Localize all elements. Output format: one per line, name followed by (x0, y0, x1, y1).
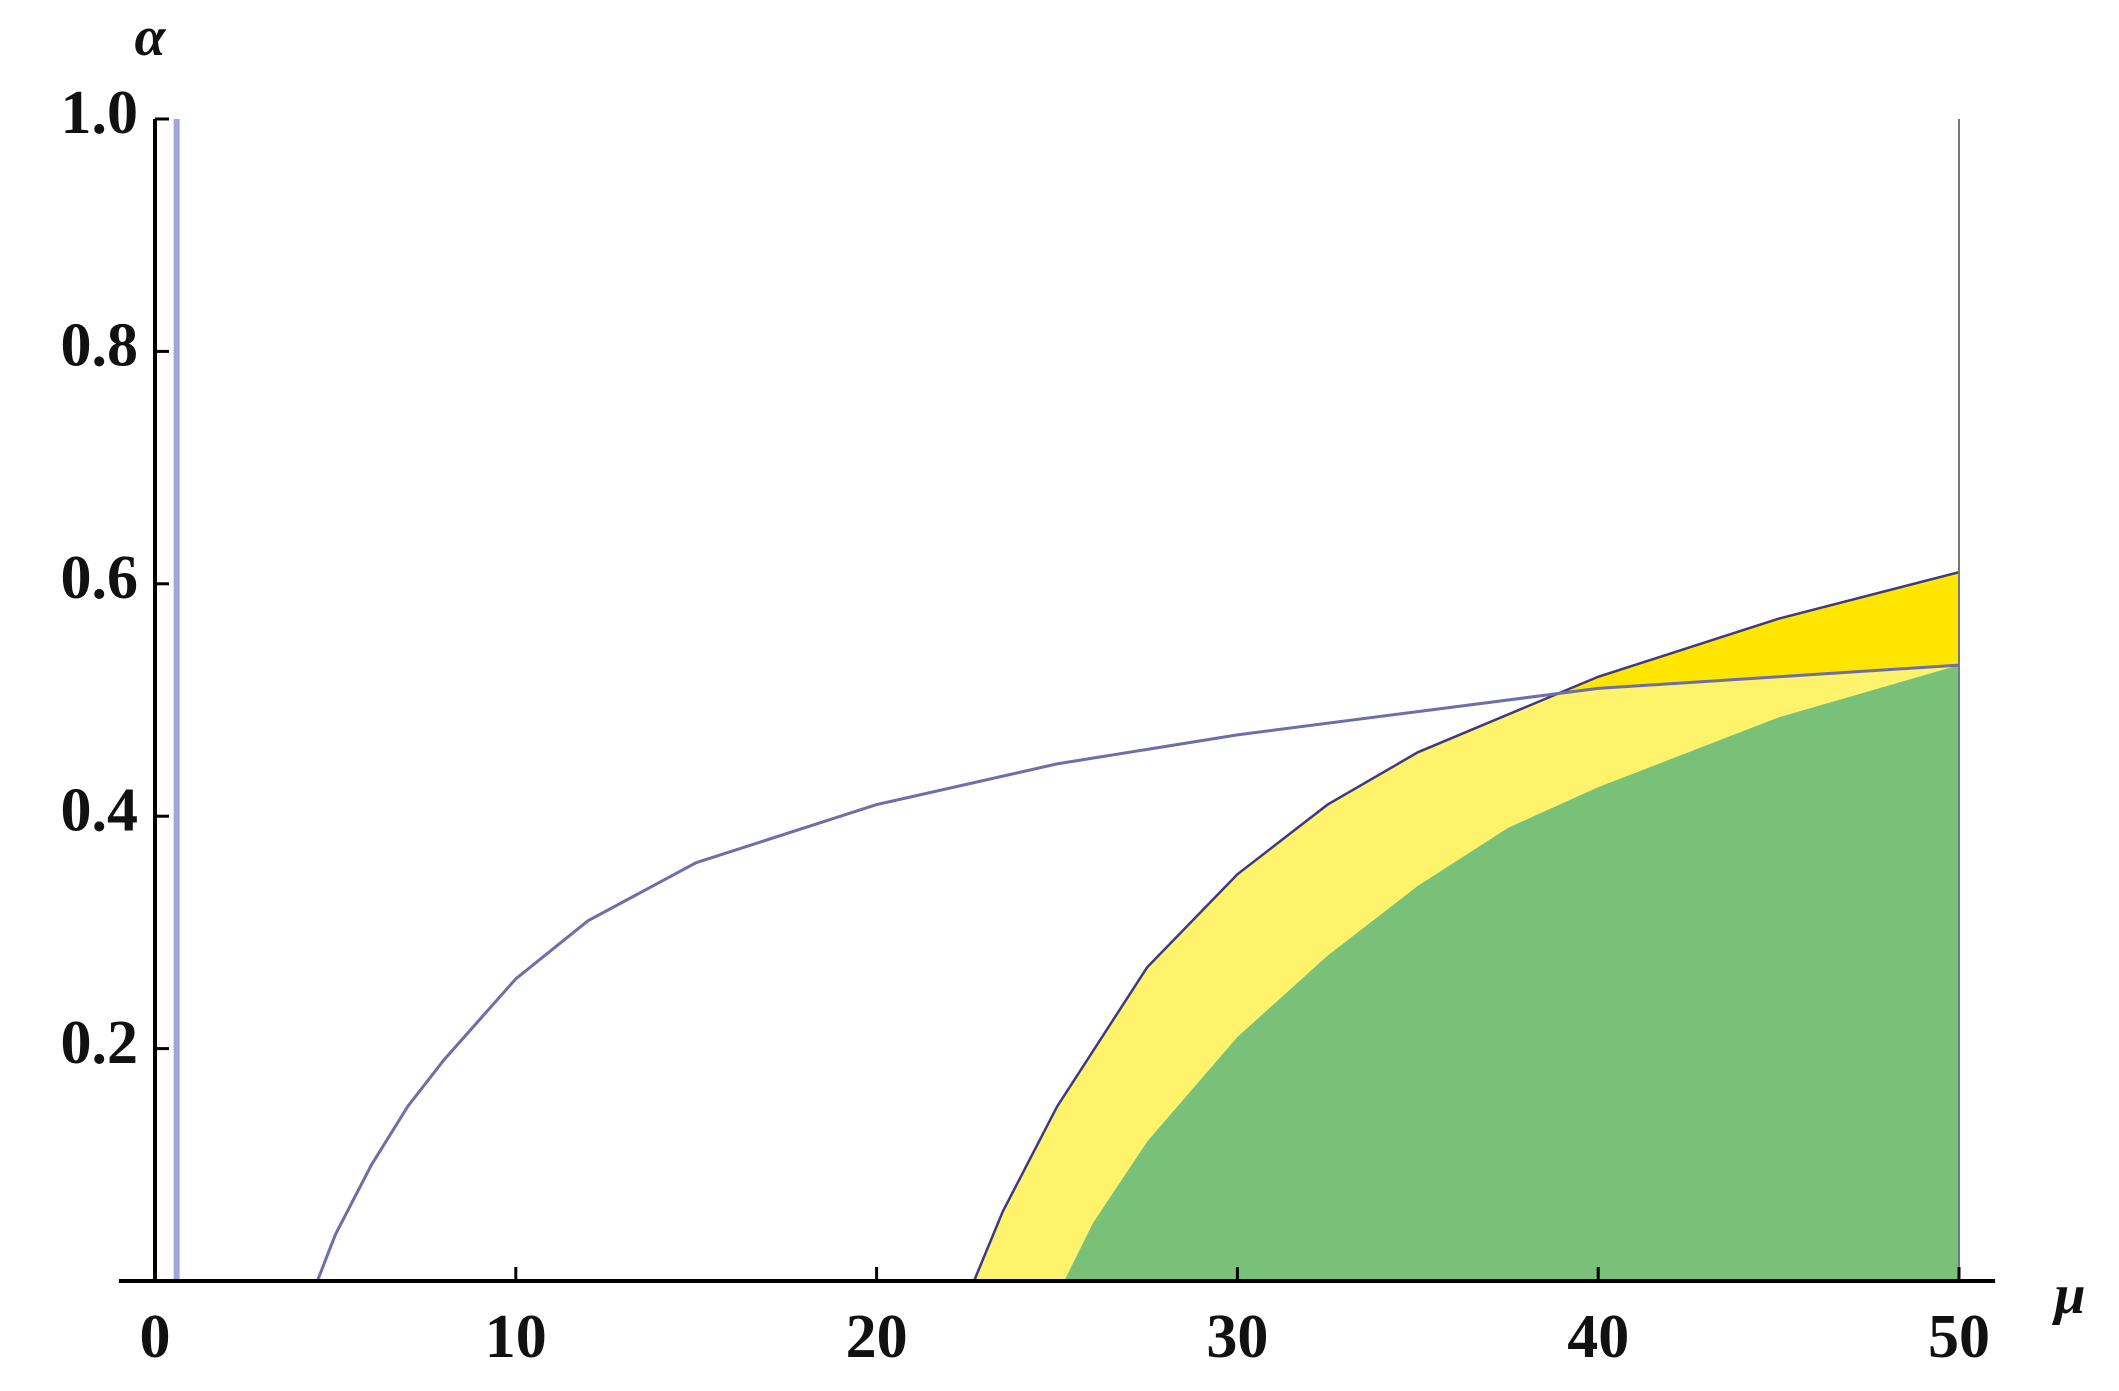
y-tick-label: 1.0 (61, 79, 139, 147)
x-tick-label: 40 (1567, 1303, 1629, 1371)
y-axis-label: α (135, 6, 167, 68)
green-region (1064, 665, 1959, 1281)
x-tick-label: 30 (1206, 1303, 1268, 1371)
x-axis-label: μ (2051, 1264, 2085, 1326)
fills (974, 572, 1959, 1281)
x-tick-label: 10 (485, 1303, 547, 1371)
axes: 0 10 20 30 40 50 0.2 0.4 0.6 0.8 1.0 (61, 79, 1996, 1371)
x-tick-label: 50 (1928, 1303, 1990, 1371)
x-tick-label: 0 (140, 1303, 171, 1371)
y-tick-label: 0.8 (61, 312, 139, 380)
y-tick-label: 0.2 (61, 1009, 139, 1077)
outer-boundary (972, 570, 1960, 1282)
x-tick-label: 20 (846, 1303, 908, 1371)
y-tick-label: 0.4 (61, 776, 139, 844)
y-tick-label: 0.6 (61, 544, 139, 612)
curve (315, 663, 1960, 1282)
lines (173, 119, 1960, 1282)
